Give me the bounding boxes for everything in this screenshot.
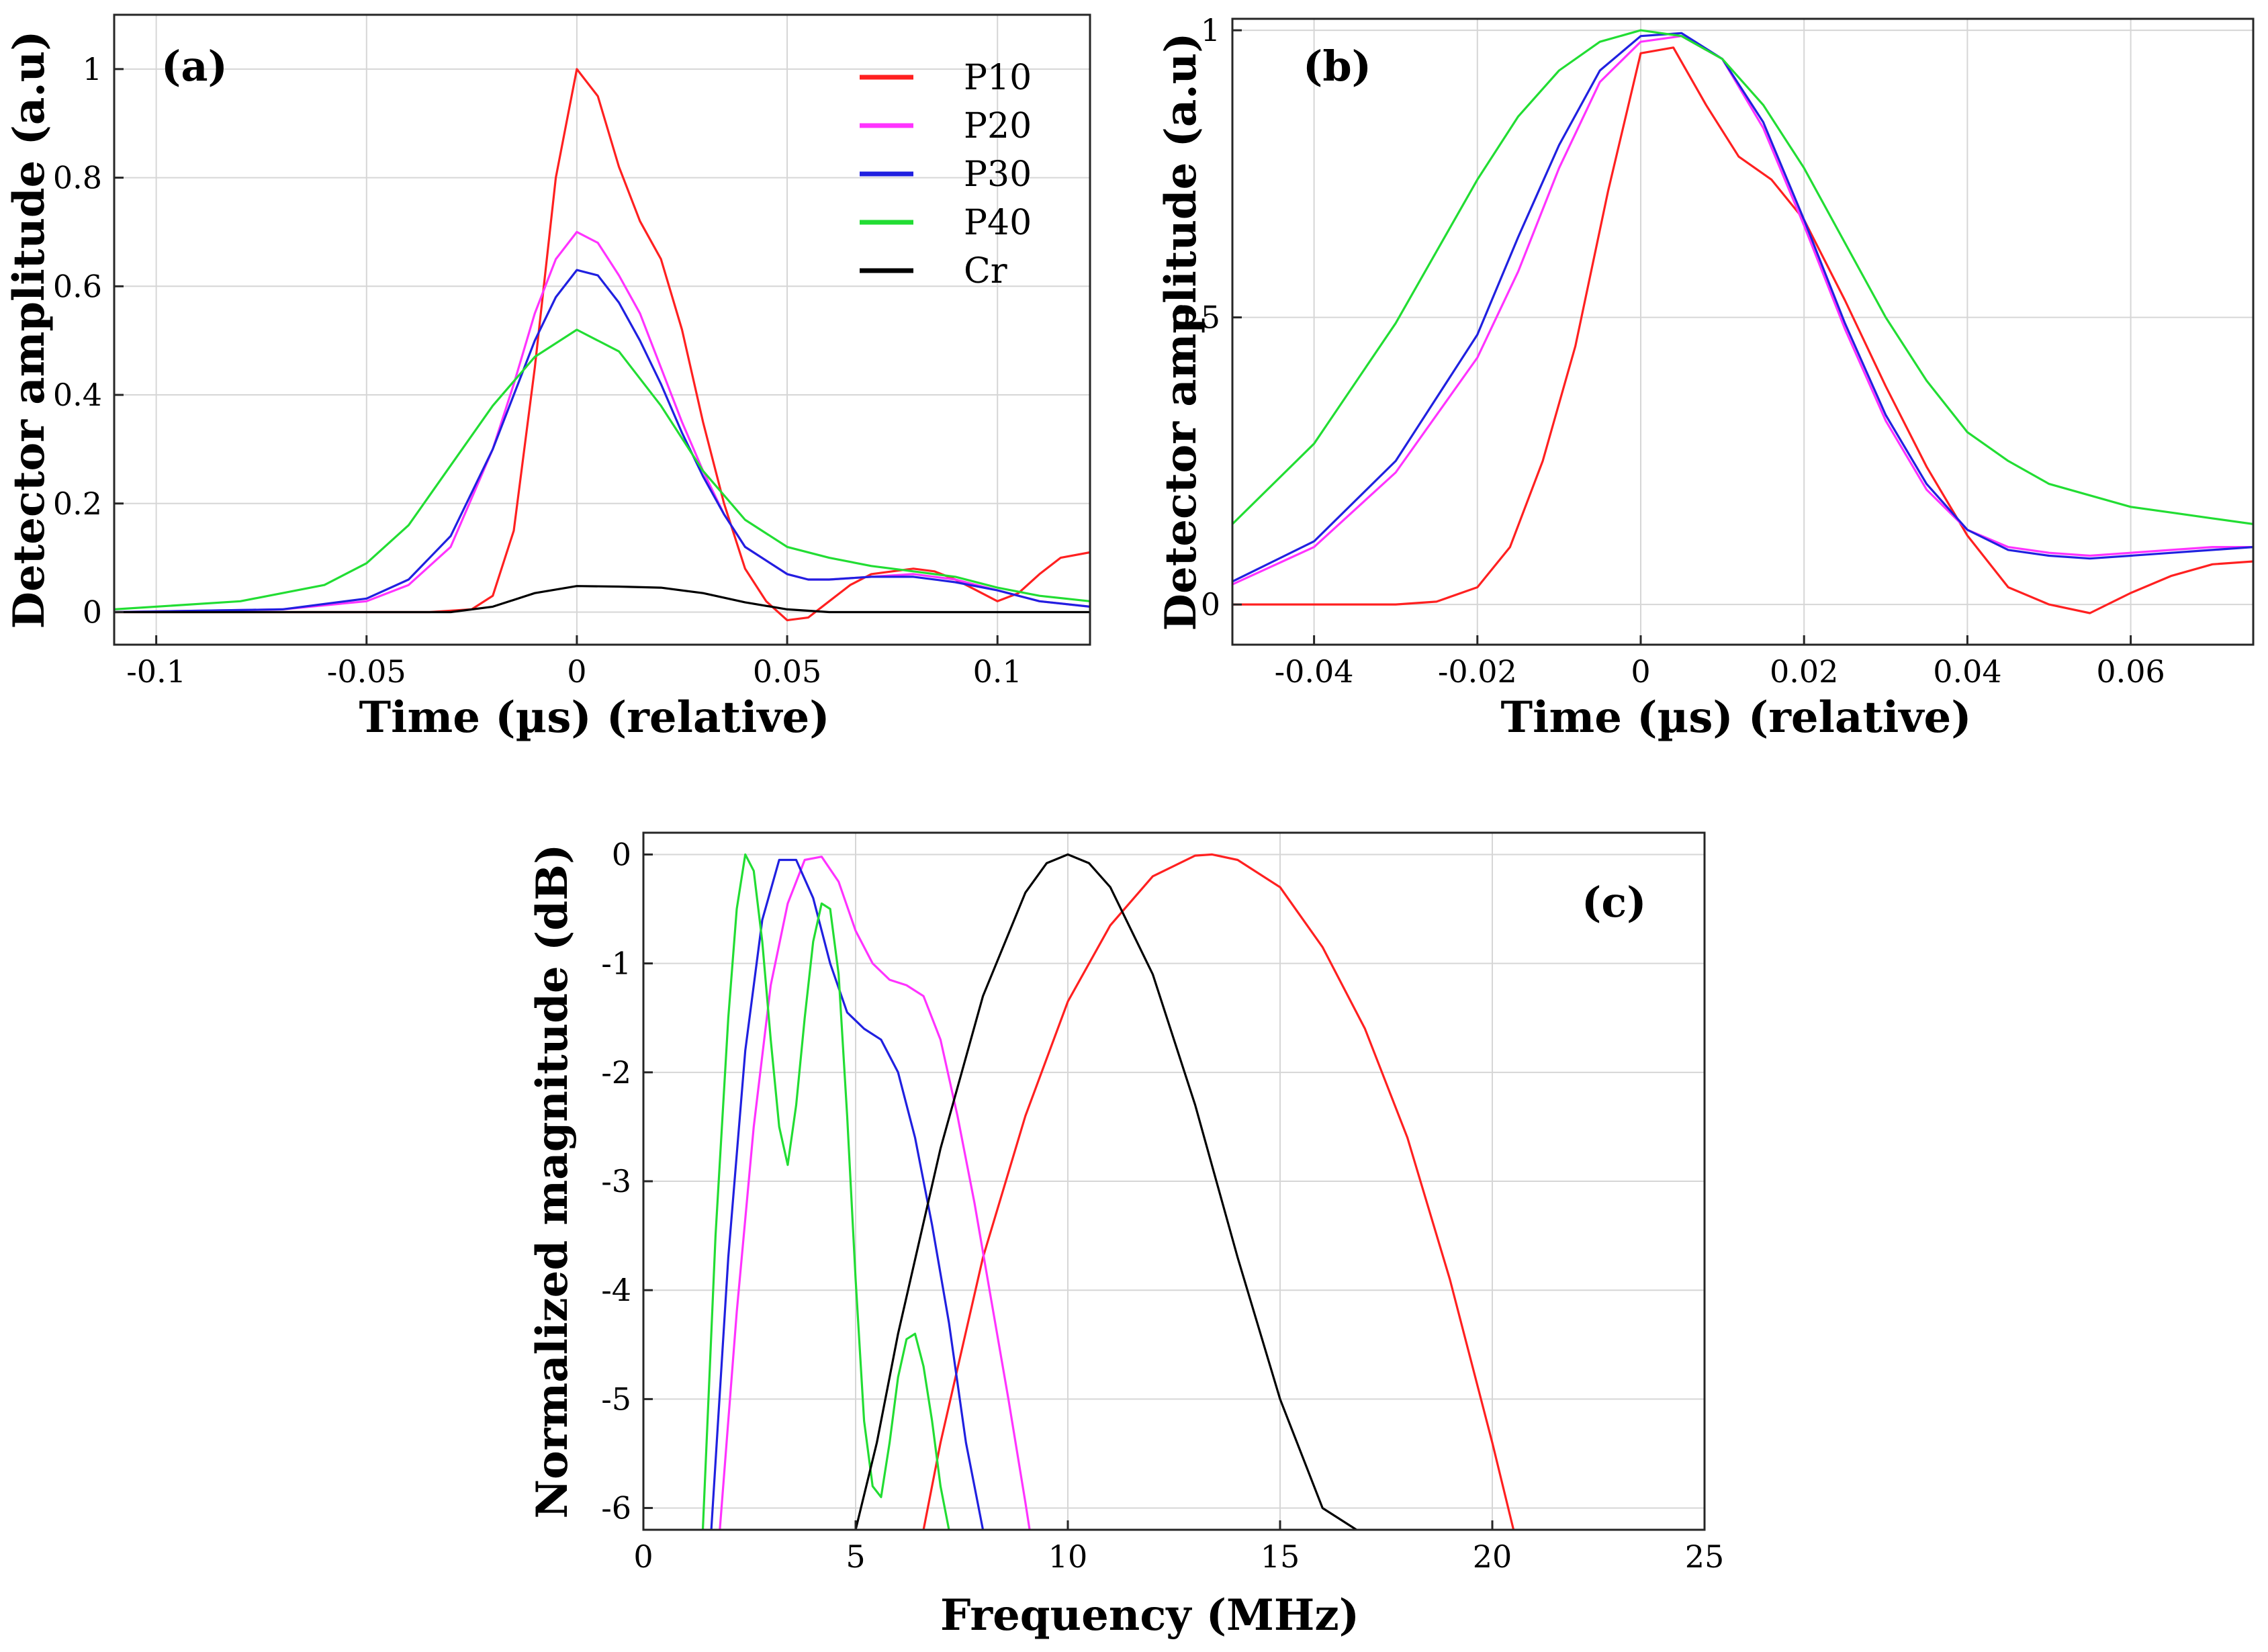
chart-c-xtick-label: 5 — [846, 1539, 865, 1575]
chart-c-ytick-label: -2 — [601, 1054, 631, 1091]
legend-label-cr: Cr — [964, 251, 1007, 291]
chart-a-series-p40 — [114, 328, 1090, 610]
chart-a-ylabel: Detector amplitude (a.u) — [4, 31, 54, 629]
chart-a-panel-label: (a) — [161, 42, 228, 91]
chart-a-ytick-label: 0.6 — [53, 268, 102, 304]
chart-b-xtick-label: 0 — [1631, 653, 1650, 690]
chart-c-series-p20 — [719, 856, 1031, 1530]
chart-c-xtick-label: 0 — [633, 1539, 653, 1575]
chart-b-ytick-label: 0 — [1201, 586, 1220, 623]
chart-a-xtick-label: 0.1 — [973, 653, 1022, 690]
chart-b-xtick-label: 0.04 — [1933, 653, 2001, 690]
chart-c-ytick-label: -3 — [601, 1163, 631, 1199]
chart-c-ylabel: Normalized magnitude (dB) — [527, 844, 578, 1519]
chart-c-panel-label: (c) — [1582, 878, 1646, 927]
chart-a-xtick-label: 0 — [567, 653, 586, 690]
legend-label-p30: P30 — [964, 154, 1032, 195]
chart-c-ytick-label: -5 — [601, 1381, 631, 1417]
chart-c-xtick-label: 15 — [1261, 1539, 1300, 1575]
chart-b-ytick-label: 0.5 — [1171, 300, 1220, 336]
chart-c-xlabel: Frequency (MHz) — [940, 1590, 1359, 1641]
chart-a-frame — [113, 13, 1091, 646]
chart-a: -0.1 -0.05 0 0.05 0.1 0 0.2 0.4 0.6 0.8 1 Time (µs… — [4, 13, 1091, 743]
chart-c: 0 5 10 15 20 250-1-2-3-4-5-6 Frequency (MHz) … — [527, 831, 1725, 1641]
chart-a-series-cr — [114, 585, 1090, 614]
chart-b-panel-label: (b) — [1303, 42, 1371, 91]
chart-c-ytick-label: -1 — [601, 946, 631, 982]
chart-a-xtick-label: -0.05 — [327, 653, 406, 690]
chart-a-xtick-label: 0.05 — [753, 653, 821, 690]
chart-a-series-p10 — [114, 68, 1090, 622]
chart-c-series-cr — [854, 853, 1358, 1530]
chart-c-series-p10 — [922, 853, 1515, 1530]
chart-c-series-p40 — [701, 853, 950, 1530]
chart-a-ytick-label: 0.4 — [53, 377, 102, 413]
chart-c-ytick-label: -6 — [601, 1490, 631, 1526]
legend-label-p20: P20 — [964, 106, 1032, 146]
chart-a-ytick-label: 0.8 — [53, 160, 102, 196]
chart-b-xtick-label: -0.04 — [1275, 653, 1354, 690]
chart-c-xtick-label: 20 — [1473, 1539, 1512, 1575]
chart-a-xtick-label: -0.1 — [126, 653, 186, 690]
chart-b-ytick-label: 1 — [1201, 12, 1220, 48]
chart-b-xtick-label: 0.06 — [2096, 653, 2165, 690]
chart-c-xtick-label: 25 — [1685, 1539, 1725, 1575]
chart-b-xtick-label: -0.02 — [1438, 653, 1517, 690]
chart-a-series-p20 — [114, 230, 1090, 614]
chart-a-ytick-label: 1 — [83, 51, 102, 87]
chart-b-xtick-label: 0.02 — [1770, 653, 1838, 690]
chart-b-series-p30 — [1232, 32, 2253, 583]
chart-a-xlabel: Time (µs) (relative) — [359, 692, 830, 743]
chart-b-xlabel: Time (µs) (relative) — [1501, 692, 1972, 743]
chart-a-legend: P10 P20 P30 P40 Cr — [860, 58, 1032, 291]
chart-b: -0.04 -0.02 0 0.02 0.04 0.06 0 0.5 1 Time (µs) (… — [1156, 12, 2255, 743]
chart-b-series-p40 — [1232, 29, 2253, 525]
legend-label-p40: P40 — [964, 203, 1032, 243]
legend-label-p10: P10 — [964, 58, 1032, 98]
chart-b-frame — [1231, 17, 2255, 646]
chart-c-ytick-label: -4 — [601, 1272, 631, 1308]
chart-a-series-p30 — [114, 269, 1090, 614]
chart-a-ytick-label: 0 — [83, 594, 102, 630]
chart-c-series-p30 — [710, 858, 985, 1530]
chart-b-series-p20 — [1232, 35, 2253, 586]
chart-a-ytick-label: 0.2 — [53, 486, 102, 522]
chart-c-ytick-label: 0 — [612, 836, 631, 872]
chart-b-series-p10 — [1232, 46, 2253, 614]
chart-b-ylabel: Detector amplitude (a.u) — [1156, 33, 1206, 631]
chart-c-xtick-label: 10 — [1048, 1539, 1088, 1575]
